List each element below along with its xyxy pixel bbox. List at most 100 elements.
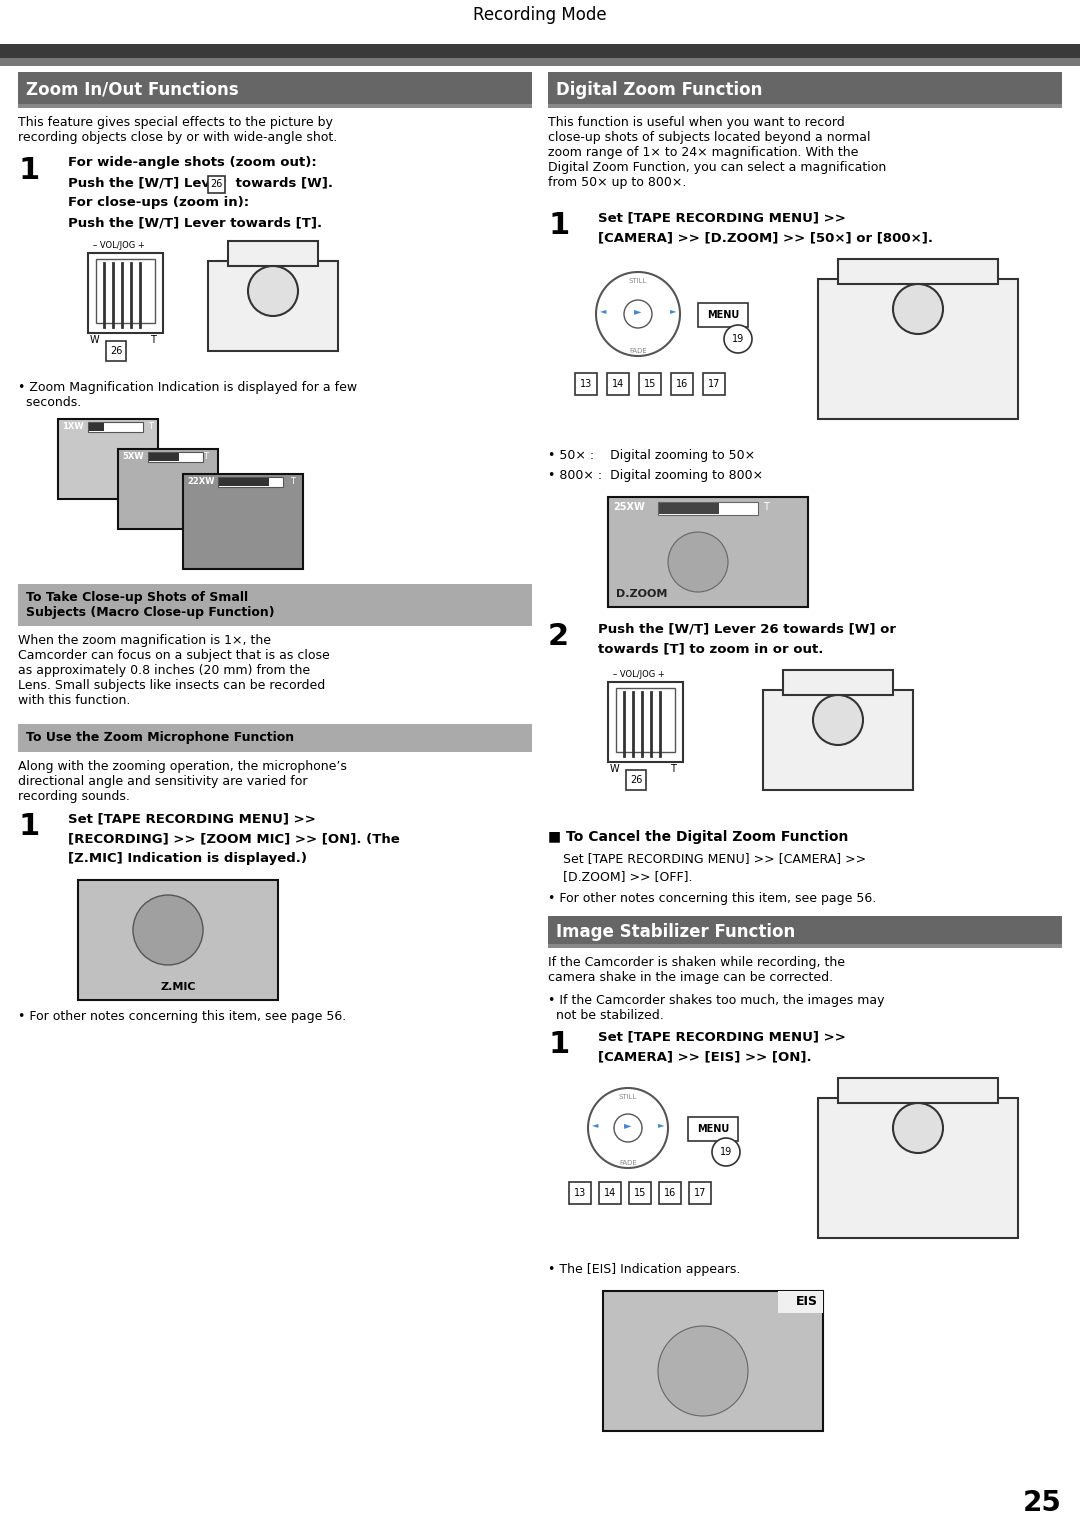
- Text: • The [EIS] Indication appears.: • The [EIS] Indication appears.: [548, 1262, 741, 1276]
- Text: 2: 2: [548, 622, 569, 651]
- Bar: [208, 260, 338, 351]
- Bar: [548, 916, 1062, 948]
- Bar: [671, 372, 693, 395]
- Text: FADE: FADE: [630, 348, 647, 354]
- Bar: [548, 944, 1062, 948]
- Text: Image Stabilizer Function: Image Stabilizer Function: [556, 922, 795, 941]
- Circle shape: [712, 1138, 740, 1166]
- Bar: [689, 1183, 711, 1204]
- Text: ◄: ◄: [600, 306, 607, 316]
- Bar: [0, 0, 1080, 41]
- Bar: [218, 476, 283, 487]
- Text: 1XW: 1XW: [62, 421, 83, 430]
- Bar: [608, 496, 808, 607]
- Text: This function is useful when you want to record
close-up shots of subjects locat: This function is useful when you want to…: [548, 116, 887, 188]
- Text: towards [W].: towards [W].: [231, 176, 333, 188]
- Text: 15: 15: [634, 1187, 646, 1198]
- Text: ►: ►: [624, 1120, 632, 1131]
- Circle shape: [669, 532, 728, 591]
- Text: 22XW: 22XW: [187, 476, 215, 486]
- Text: • If the Camcorder shakes too much, the images may
  not be stabilized.: • If the Camcorder shakes too much, the …: [548, 994, 885, 1022]
- Bar: [89, 423, 104, 430]
- Bar: [607, 372, 629, 395]
- Text: Recording Mode: Recording Mode: [473, 6, 607, 25]
- Text: To Take Close-up Shots of Small
Subjects (Macro Close-up Function): To Take Close-up Shots of Small Subjects…: [26, 591, 274, 619]
- Text: ■ To Cancel the Digital Zoom Function: ■ To Cancel the Digital Zoom Function: [548, 830, 849, 844]
- Circle shape: [893, 1103, 943, 1154]
- Text: Z.MIC: Z.MIC: [160, 982, 195, 993]
- Bar: [838, 259, 998, 283]
- Bar: [569, 1183, 591, 1204]
- Text: 25XW: 25XW: [613, 502, 645, 512]
- Bar: [0, 58, 1080, 66]
- Circle shape: [588, 1088, 669, 1167]
- Circle shape: [658, 1327, 748, 1416]
- Bar: [629, 1183, 651, 1204]
- Text: ►: ►: [634, 306, 642, 316]
- Bar: [608, 682, 683, 761]
- Text: 26: 26: [210, 179, 222, 188]
- Text: [RECORDING] >> [ZOOM MIC] >> [ON]. (The: [RECORDING] >> [ZOOM MIC] >> [ON]. (The: [68, 832, 400, 846]
- Bar: [148, 452, 203, 463]
- Text: T: T: [670, 764, 676, 774]
- Bar: [0, 44, 1080, 61]
- Text: T: T: [203, 452, 208, 461]
- Text: 1: 1: [18, 812, 39, 841]
- Bar: [207, 176, 225, 193]
- Text: ►: ►: [658, 1120, 664, 1129]
- Bar: [818, 1098, 1018, 1238]
- Text: 16: 16: [676, 378, 688, 389]
- Text: Push the [W/T] Lever 26 towards [W] or: Push the [W/T] Lever 26 towards [W] or: [598, 622, 896, 634]
- Text: STILL: STILL: [629, 277, 647, 283]
- Bar: [87, 421, 143, 432]
- Bar: [18, 725, 532, 752]
- Text: EIS: EIS: [796, 1295, 818, 1308]
- Bar: [658, 502, 758, 515]
- Circle shape: [248, 267, 298, 316]
- Bar: [659, 502, 719, 515]
- Text: • 50× :    Digital zooming to 50×: • 50× : Digital zooming to 50×: [548, 449, 755, 463]
- Bar: [616, 688, 675, 752]
- Bar: [703, 372, 725, 395]
- Text: 14: 14: [612, 378, 624, 389]
- Text: • 800× :  Digital zooming to 800×: • 800× : Digital zooming to 800×: [548, 469, 764, 483]
- Text: 16: 16: [664, 1187, 676, 1198]
- Text: 1: 1: [548, 1030, 569, 1059]
- Bar: [118, 449, 218, 529]
- Bar: [762, 689, 913, 791]
- Text: 19: 19: [720, 1147, 732, 1157]
- Bar: [698, 303, 748, 326]
- Text: T: T: [291, 476, 295, 486]
- Text: To Use the Zoom Microphone Function: To Use the Zoom Microphone Function: [26, 731, 294, 745]
- Text: – VOL/JOG +: – VOL/JOG +: [93, 241, 145, 250]
- Text: T: T: [148, 421, 153, 430]
- Text: Along with the zooming operation, the microphone’s
directional angle and sensiti: Along with the zooming operation, the mi…: [18, 760, 347, 803]
- Circle shape: [624, 300, 652, 328]
- Bar: [626, 771, 646, 791]
- Text: 17: 17: [707, 378, 720, 389]
- Bar: [548, 72, 1062, 107]
- Bar: [183, 473, 303, 568]
- Text: [D.ZOOM] >> [OFF].: [D.ZOOM] >> [OFF].: [563, 870, 692, 882]
- Text: 26: 26: [630, 775, 643, 784]
- Text: – VOL/JOG +: – VOL/JOG +: [613, 669, 665, 679]
- Bar: [219, 478, 269, 486]
- Text: STILL: STILL: [619, 1094, 637, 1100]
- Bar: [639, 372, 661, 395]
- Circle shape: [813, 696, 863, 745]
- Text: Digital Zoom Function: Digital Zoom Function: [556, 81, 762, 100]
- Text: 5XW: 5XW: [122, 452, 144, 461]
- Text: towards [T] to zoom in or out.: towards [T] to zoom in or out.: [598, 642, 823, 656]
- Bar: [688, 1117, 738, 1141]
- Bar: [783, 669, 893, 696]
- Text: MENU: MENU: [697, 1124, 729, 1134]
- Text: T: T: [150, 336, 156, 345]
- Text: 25: 25: [1023, 1489, 1062, 1517]
- Circle shape: [615, 1114, 642, 1141]
- Bar: [18, 104, 532, 107]
- Bar: [778, 1291, 823, 1313]
- Text: 1: 1: [548, 211, 569, 241]
- Text: Set [TAPE RECORDING MENU] >>: Set [TAPE RECORDING MENU] >>: [598, 1030, 846, 1043]
- Circle shape: [893, 283, 943, 334]
- Text: 14: 14: [604, 1187, 616, 1198]
